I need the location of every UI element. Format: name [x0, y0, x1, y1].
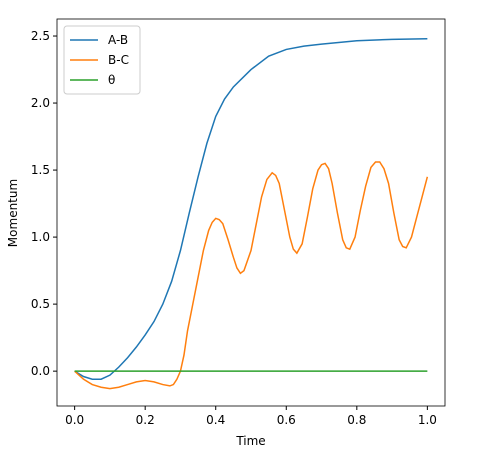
x-tick-label: 0.2 — [136, 413, 155, 427]
plot-frame — [56, 18, 446, 407]
y-tick-label: 1.0 — [31, 230, 50, 244]
legend-label: A-B — [108, 33, 128, 47]
line-series — [74, 161, 429, 390]
legend-box — [63, 25, 141, 95]
y-tick-label: 2.5 — [31, 29, 50, 43]
x-axis-label: Time — [235, 434, 265, 448]
y-tick-label: 0.0 — [31, 364, 50, 378]
x-tick-label: 0.8 — [347, 413, 366, 427]
x-tick-label: 0.4 — [206, 413, 225, 427]
x-tick-label: 0.6 — [277, 413, 296, 427]
x-tick-label: 1.0 — [418, 413, 437, 427]
legend-label: θ — [108, 73, 115, 87]
y-tick-label: 2.0 — [31, 96, 50, 110]
y-tick-label: 1.5 — [31, 163, 50, 177]
line-series — [74, 37, 428, 380]
x-tick-label: 0.0 — [65, 413, 84, 427]
y-axis-label: Momentum — [6, 179, 20, 247]
legend-label: B-C — [108, 53, 129, 67]
y-tick-label: 0.5 — [31, 297, 50, 311]
